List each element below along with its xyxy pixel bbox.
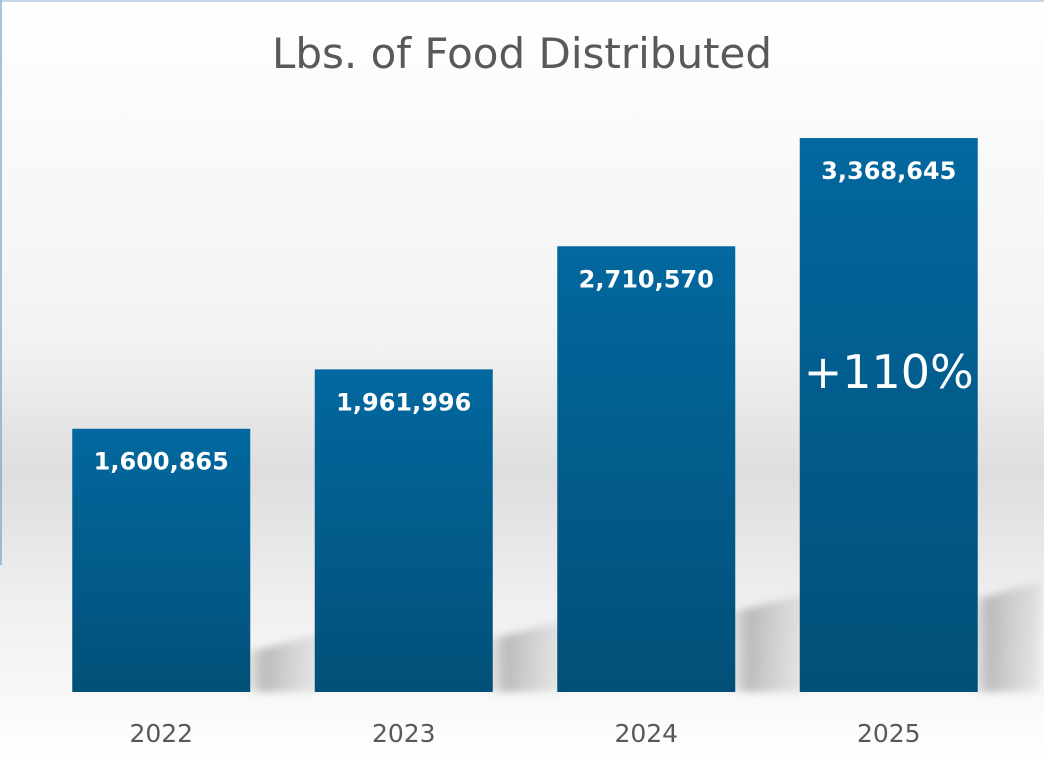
bar-2022 [72,428,251,692]
value-label-2025: 3,368,645 [821,157,956,185]
value-label-2023: 1,961,996 [336,388,471,416]
value-label-2024: 2,710,570 [579,265,714,293]
annotations: +110% [804,345,974,399]
bar-shadow-2024 [725,593,806,692]
x-tick-label-2023: 2023 [372,719,436,748]
bar-2024 [557,246,736,692]
growth-annotation: +110% [804,345,974,399]
bar-shadows [240,582,1040,692]
x-axis-tick-labels: 2022 2023 2024 2025 [129,719,920,748]
bar-shadow-2022 [240,634,321,692]
bar-2025 [799,138,978,692]
value-labels: 1,600,865 1,961,996 2,710,570 3,368,645 [94,157,957,476]
x-tick-label-2025: 2025 [857,719,921,748]
bar-2023 [314,369,493,692]
bar-shadow-2023 [482,621,563,692]
bar-shadow-2025 [967,582,1040,692]
value-label-2022: 1,600,865 [94,448,229,476]
x-tick-label-2022: 2022 [129,719,193,748]
chart-title: Lbs. of Food Distributed [272,29,772,78]
bars [72,138,978,692]
x-tick-label-2024: 2024 [614,719,678,748]
